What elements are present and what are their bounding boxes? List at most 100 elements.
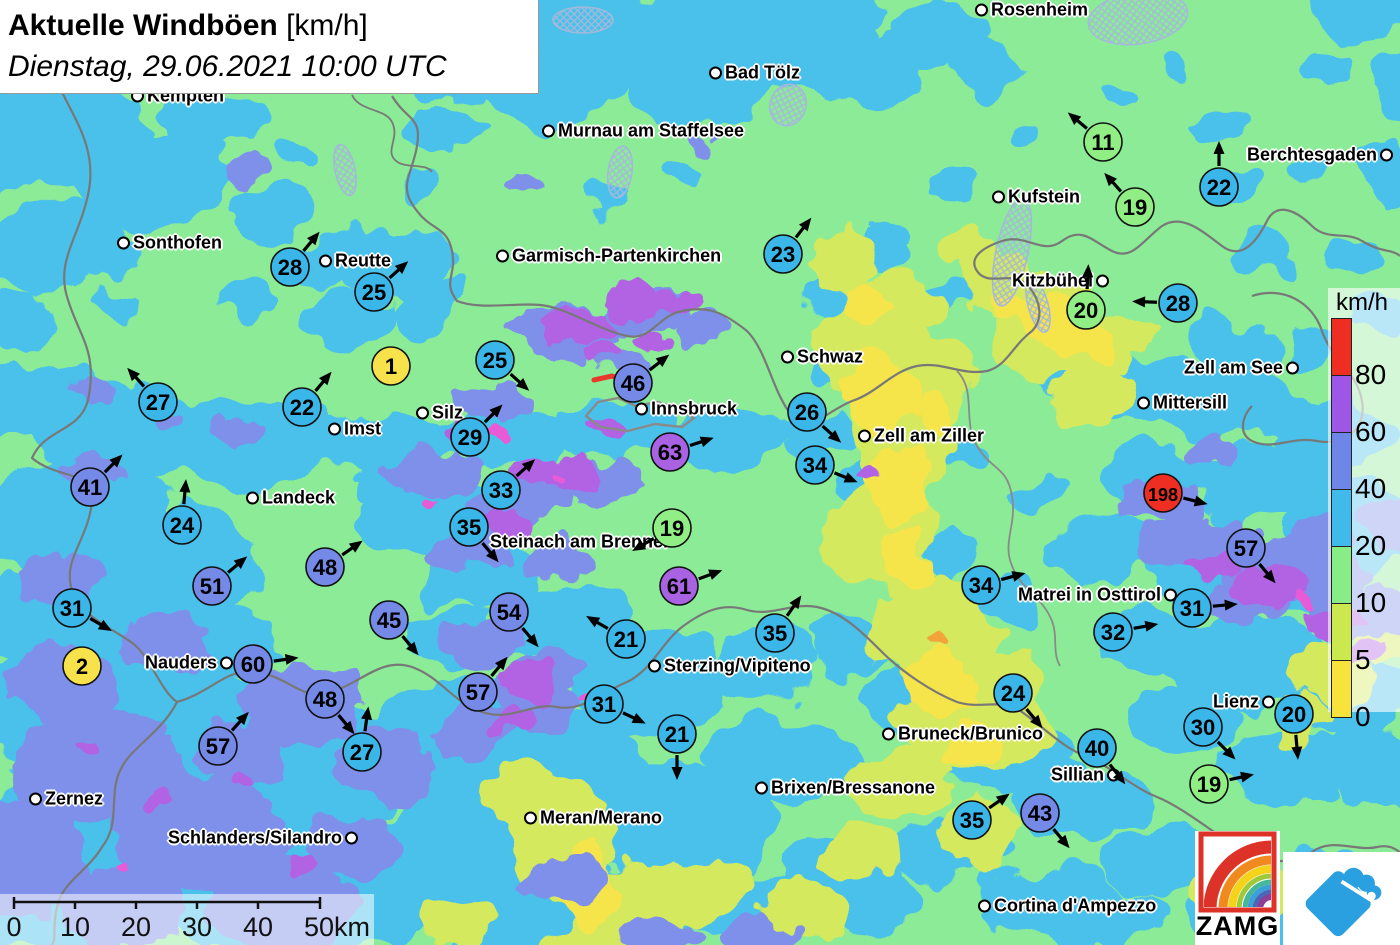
legend-color-cell: 0 [1331,660,1371,731]
city-name: Murnau am Staffelsee [558,120,745,141]
station-circle [961,565,1001,605]
scale-bar-label: 20 [121,912,151,942]
scale-bar-label: 10 [60,912,90,942]
station-glyph: 33 [481,459,536,510]
legend-color-cell: 60 [1331,375,1386,446]
wind-station-31: 31 [17,553,127,663]
wind-direction-arrowhead [631,712,646,724]
wind-direction-arrowhead [235,711,249,726]
innsbruck-city-outline [584,396,697,433]
station-gust-value: 34 [969,573,994,598]
city-label: Bad Tölz [709,63,800,84]
wind-direction-arrow [821,424,835,437]
city-name: Mittersill [1153,392,1228,413]
wind-direction-arrow [401,635,413,648]
wind-direction-arrowhead [1029,714,1043,729]
wind-station-45: 45 [334,565,444,675]
city-name: Reutte [335,250,392,271]
wind-direction-arrowhead [525,633,539,648]
station-gust-value: 1 [385,354,397,379]
wind-direction-arrowhead [586,616,601,628]
legend-color-cell: 80 [1331,318,1386,389]
station-glyph: 48 [305,540,363,587]
wind-station-11: 11 [1048,87,1158,197]
city-name: Berchtesgaden [1246,144,1377,165]
wind-direction-arrow [509,372,523,385]
wind-station-34: 34 [926,530,1036,640]
city-marker-dot [496,249,509,263]
station-gust-value: 31 [1180,596,1204,621]
city-label: Berchtesgaden [1247,145,1393,166]
station-glyph: 45 [369,600,419,656]
wind-direction-arrow [833,471,849,480]
station-gust-value: 63 [658,440,682,465]
station-circle [993,673,1033,713]
wind-direction-arrow [1258,563,1270,576]
station-circle [62,646,102,686]
station-circle [795,445,835,485]
city-marker-dot [416,406,429,420]
scale-bar: 0 10 20 30 40 50km [6,897,370,942]
wind-station-27: 27 [307,697,417,807]
wind-direction-arrow [1294,734,1299,750]
wind-direction-arrow [481,542,493,555]
legend-scale: 80 60 40 20 10 5 0 [1331,318,1391,731]
station-gust-value: 34 [803,453,828,478]
station-gust-value: 19 [660,516,684,541]
legend-threshold-label: 40 [1355,473,1387,504]
station-circle [305,679,345,719]
station-gust-value: 29 [458,425,482,450]
station-circle [270,247,310,287]
station-gust-value: 31 [592,692,616,717]
wind-station-25: 25 [319,237,429,347]
station-gust-value: 21 [665,722,689,747]
station-circle [1066,290,1106,330]
tirol-mountain-icon [1305,867,1381,936]
wind-direction-arrowhead [1104,172,1118,187]
legend-color-cell: 40 [1331,432,1386,503]
station-glyph: 51 [192,556,248,606]
zamg-logo: ZAMG [1195,831,1280,945]
wind-station-27: 27 [103,347,213,457]
station-circle [369,600,409,640]
station-circle [755,613,795,653]
wind-direction-arrow [648,360,662,372]
wind-direction-arrow [1052,828,1064,841]
city-marker-dot [1137,396,1150,410]
station-circle [1093,612,1133,652]
wind-direction-arrowhead [97,619,112,631]
wind-station-22: 22 [247,352,357,462]
wind-direction-arrowhead [995,793,1010,806]
wind-direction-arrow [302,239,314,252]
wind-station-30: 30 [1148,672,1258,782]
station-circle [1172,588,1212,628]
city-label: Matrei in Osttirol [1018,585,1177,606]
station-glyph: 26 [787,392,842,443]
city-marker-dot [858,429,871,443]
wind-direction-arrowhead [1262,569,1276,584]
map-title-unit: [km/h] [277,9,368,42]
station-gust-value: 24 [1001,681,1026,706]
wind-direction-arrowhead [485,548,499,563]
wind-direction-arrow [133,374,146,388]
city-marker-dot [524,811,537,825]
city-name: Brixen/Bressanone [771,777,936,798]
station-circle [354,272,394,312]
tirol-logo [1283,852,1400,945]
wind-direction-arrowhead [1067,112,1082,126]
station-gust-value: 35 [763,621,787,646]
legend-color-cell: 20 [1331,489,1386,560]
station-gust-value: 2 [76,654,88,679]
city-marker-dot [635,402,648,416]
city-name: Zell am Ziller [874,425,985,446]
wind-direction-arrowhead [515,377,530,391]
wind-direction-arrow [521,627,533,640]
station-gust-value: 19 [1123,195,1147,220]
wind-direction-arrow [1182,496,1198,504]
station-circle [1274,694,1314,734]
station-glyph: 24 [993,673,1043,729]
wind-station-26: 26 [752,357,862,467]
station-glyph: 35 [755,595,802,653]
wind-station-35: 35 [414,472,524,582]
station-gust-value: 27 [146,390,170,415]
